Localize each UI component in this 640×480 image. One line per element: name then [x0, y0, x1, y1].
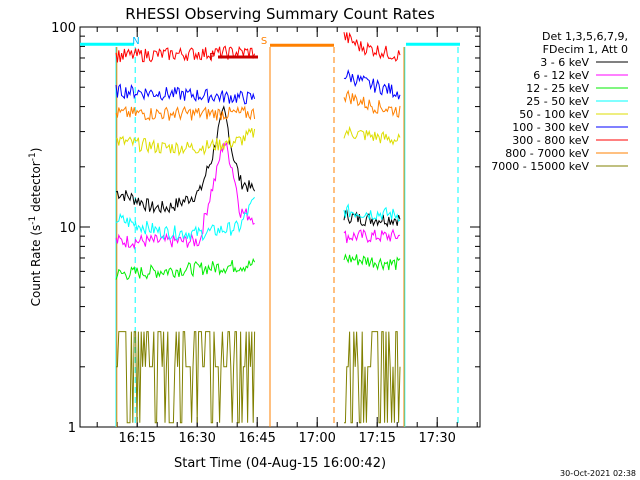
x-tick-label: 16:30: [178, 431, 215, 446]
legend: Det 1,3,5,6,7,9, FDecim 1, Att 0 3 - 6 k…: [491, 30, 628, 173]
time-interval-lines: [80, 42, 460, 427]
legend-label: 50 - 100 keV: [519, 108, 589, 121]
series-line: [115, 83, 256, 105]
y-axis-label: Count Rate (s-1 detector-1): [28, 148, 43, 307]
legend-header-1: Det 1,3,5,6,7,9,: [542, 30, 628, 43]
series-line: [343, 228, 401, 244]
x-tick-label: 16:15: [118, 431, 155, 446]
series-line: [115, 105, 256, 122]
y-tick-label: 10: [59, 221, 76, 236]
series-line: [343, 253, 401, 272]
legend-label: 7000 - 15000 keV: [491, 160, 589, 173]
x-tick-label: 17:15: [358, 431, 395, 446]
series-line: [115, 257, 256, 281]
legend-label: 6 - 12 keV: [533, 69, 589, 82]
x-tick-label: 17:30: [418, 431, 455, 446]
series-line: [344, 331, 401, 424]
series-line: [116, 331, 256, 424]
legend-label: 3 - 6 keV: [540, 56, 589, 69]
series-line: [115, 197, 255, 242]
legend-label: 12 - 25 keV: [526, 82, 589, 95]
legend-label: 300 - 800 keV: [512, 134, 589, 147]
y-tick-label: 100: [51, 21, 76, 36]
interval-markers: N F S: [132, 36, 267, 63]
legend-header-2: FDecim 1, Att 0: [543, 43, 628, 56]
x-tick-label: 17:00: [298, 431, 335, 446]
x-axis-label: Start Time (04-Aug-15 16:00:42): [174, 456, 386, 471]
chart-title: RHESSI Observing Summary Count Rates: [125, 5, 435, 23]
series-line: [115, 141, 255, 250]
x-tick-label: 16:45: [238, 431, 275, 446]
x-axis-ticks: 16:15 16:30 16:45 17:00 17:15 17:30: [96, 27, 478, 446]
series-line: [115, 105, 256, 214]
legend-label: 100 - 300 keV: [512, 121, 589, 134]
series-line: [116, 127, 256, 157]
series-line: [343, 125, 401, 146]
marker-label: F: [209, 52, 215, 63]
series-line: [343, 203, 401, 222]
series-line: [343, 89, 401, 118]
marker-label: N: [132, 36, 139, 47]
footer-date: 30-Oct-2021 02:38: [560, 469, 636, 478]
series-line: [343, 69, 401, 100]
series-line: [115, 45, 256, 63]
marker-label: S: [261, 36, 267, 47]
y-axis-ticks: 1 10 100: [51, 21, 480, 436]
y-tick-label: 1: [68, 421, 76, 436]
series-lines: [115, 32, 401, 424]
legend-label: 800 - 7000 keV: [505, 147, 589, 160]
series-line: [343, 32, 401, 62]
series-line: [343, 209, 401, 228]
legend-label: 25 - 50 keV: [526, 95, 589, 108]
